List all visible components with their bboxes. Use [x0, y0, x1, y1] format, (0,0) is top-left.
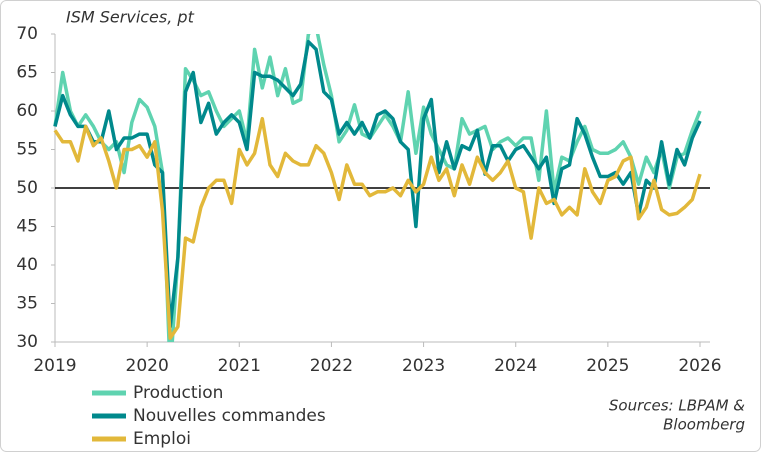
- y-tick-label: 60: [16, 101, 38, 121]
- x-tick-label: 2020: [126, 356, 169, 376]
- x-tick-label: 2021: [218, 356, 261, 376]
- y-tick-label: 70: [16, 24, 38, 44]
- y-tick-label: 50: [16, 178, 38, 198]
- x-tick-label: 2026: [678, 356, 721, 376]
- series-line: [53, 116, 702, 340]
- y-tick-label: 45: [16, 217, 38, 237]
- plot: [53, 34, 702, 342]
- x-tick-label: 2025: [586, 356, 629, 376]
- y-tick-label: 40: [16, 255, 38, 275]
- y-tick-label: 30: [16, 332, 38, 352]
- x-tick-label: 2024: [494, 356, 537, 376]
- source: Sources: LBPAM &: [609, 397, 745, 415]
- y-tick-label: 55: [16, 140, 38, 160]
- y-tick-label: 35: [16, 294, 38, 314]
- legend-label: Production: [133, 383, 223, 403]
- legend-label: Nouvelles commandes: [133, 406, 326, 426]
- y-tick-label: 65: [16, 63, 38, 83]
- x-tick-label: 2023: [402, 356, 445, 376]
- chart-title: ISM Services, pt: [66, 8, 195, 27]
- legend-label: Emploi: [133, 429, 191, 449]
- x-tick-label: 2019: [33, 356, 76, 376]
- series-line: [53, 39, 702, 329]
- x-tick-label: 2022: [310, 356, 353, 376]
- source: Bloomberg: [663, 416, 745, 434]
